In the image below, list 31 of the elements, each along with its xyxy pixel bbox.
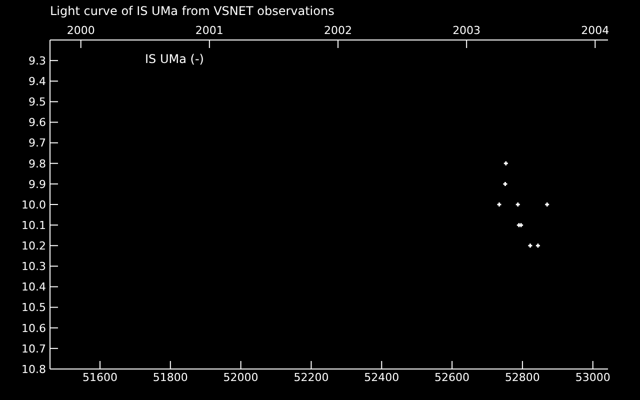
x2-tick-label: 2002 <box>324 24 352 37</box>
y-tick-label: 10.7 <box>22 342 46 356</box>
x-tick-label: 51600 <box>82 370 118 384</box>
y-tick-label: 9.8 <box>28 157 46 170</box>
x-tick-label: 52600 <box>434 370 470 384</box>
text: IS UMa (-) <box>145 52 204 66</box>
y-tick-label: 9.3 <box>28 54 46 68</box>
x-tick-label: 52800 <box>504 370 540 384</box>
y-tick-label: 10.2 <box>22 240 46 253</box>
y-tick-label: 10.6 <box>22 322 46 335</box>
x2-tick-label: 2004 <box>581 24 610 37</box>
x-tick-label: 52400 <box>364 370 400 384</box>
y-tick-label: 10.8 <box>22 362 46 376</box>
y-tick-label: 10.4 <box>22 280 46 294</box>
y-tick-label: 9.5 <box>28 96 46 109</box>
y-tick-label: 9.6 <box>28 116 46 130</box>
y-tick-label: 9.7 <box>28 136 46 150</box>
y-tick-label: 10.3 <box>22 260 46 274</box>
x2-tick-label: 2003 <box>452 24 481 37</box>
x2-tick-label: 2000 <box>66 24 95 37</box>
x2-tick-label: 2001 <box>195 24 224 37</box>
y-tick-label: 9.9 <box>28 178 46 191</box>
chart-title: Light curve of IS UMa from VSNET observations <box>50 4 334 18</box>
x-tick-label: 52200 <box>294 370 329 384</box>
y-tick-label: 10.5 <box>22 301 46 314</box>
x-tick-label: 52000 <box>223 370 258 384</box>
y-tick-label: 10.0 <box>22 198 46 212</box>
x-tick-label: 51800 <box>152 370 188 384</box>
y-tick-label: 10.1 <box>22 218 46 232</box>
x-tick-label: 53000 <box>575 370 610 384</box>
y-tick-label: 9.4 <box>28 75 46 88</box>
